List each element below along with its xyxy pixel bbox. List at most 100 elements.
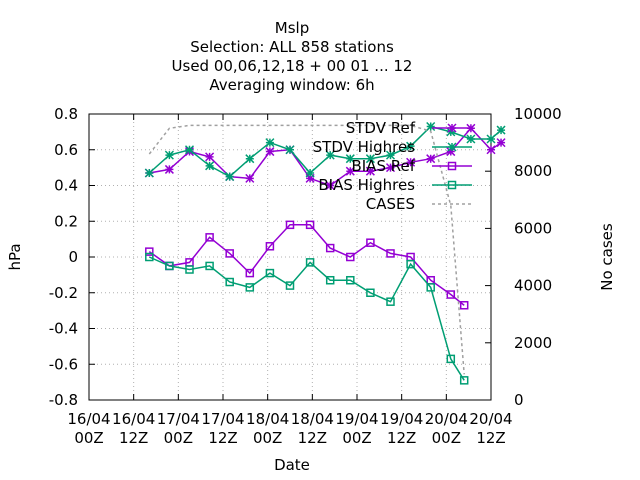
data-point-stdv-ref [325, 180, 335, 191]
data-point-bias-ref [145, 247, 154, 256]
y-tick-label: 0.8 [54, 105, 78, 123]
y-axis-label: hPa [6, 243, 24, 270]
x-tick-label-date: 19/04 [335, 410, 378, 428]
data-series [144, 121, 506, 385]
data-point-stdv-ref [486, 145, 496, 155]
x-tick-label-date: 20/04 [425, 410, 468, 428]
data-point-stdv-highres [406, 141, 416, 151]
data-point-stdv-highres [225, 172, 235, 182]
data-point-bias-ref [325, 243, 335, 253]
data-point-stdv-ref [426, 154, 436, 164]
x-axis-label: Date [274, 456, 310, 474]
data-point-bias-ref [346, 252, 355, 262]
x-tick-label-date: 16/04 [112, 410, 155, 428]
x-tick-label-hour: 12Z [298, 429, 327, 447]
y2-tick-label: 6000 [514, 219, 552, 237]
data-point-stdv-highres [144, 168, 154, 178]
data-point-stdv-highres [164, 150, 174, 160]
y-tick-label: 0.2 [54, 212, 78, 230]
data-point-bias-highres [346, 275, 355, 285]
x-tick-label-date: 17/04 [201, 410, 244, 428]
x-tick-label-date: 17/04 [157, 410, 200, 428]
data-point-stdv-ref [385, 163, 396, 173]
data-point-stdv-ref [406, 157, 416, 167]
data-point-stdv-ref [164, 164, 174, 174]
data-point-bias-ref [205, 233, 214, 242]
data-point-stdv-highres [265, 138, 275, 148]
series-line-cases [148, 124, 465, 375]
legend-marker-stdv-highres [447, 142, 457, 152]
data-point-bias-highres [285, 281, 295, 290]
data-point-bias-ref [459, 301, 469, 310]
legend-label-bias-ref: BIAS Ref [351, 157, 415, 175]
x-tick-label-hour: 12Z [208, 429, 237, 447]
x-tick-label-date: 19/04 [380, 410, 423, 428]
data-point-bias-ref [366, 238, 375, 247]
data-point-bias-highres [245, 283, 255, 292]
data-point-stdv-highres [205, 161, 215, 171]
data-point-bias-highres [265, 268, 275, 278]
x-tick-label-hour: 12Z [119, 429, 148, 447]
data-point-bias-ref [225, 249, 234, 258]
chart-subtitle-selection: Selection: ALL 858 stations [190, 38, 394, 56]
y2-axis-label: No cases [598, 223, 616, 291]
data-point-stdv-highres [496, 125, 506, 135]
y-tick-label: -0.4 [49, 320, 78, 338]
data-point-bias-ref [265, 242, 275, 251]
chart-subtitle-used: Used 00,06,12,18 + 00 01 ... 12 [172, 57, 413, 75]
data-point-stdv-highres [245, 154, 255, 164]
x-tick-label-date: 18/04 [246, 410, 289, 428]
x-tick-label-hour: 12Z [387, 429, 416, 447]
data-point-bias-ref [386, 249, 395, 258]
chart-title-block: Mslp Selection: ALL 858 stations Used 00… [172, 19, 413, 94]
data-point-stdv-highres [365, 154, 375, 164]
y2-tick-label: 8000 [514, 162, 552, 180]
x-tick-label-date: 16/04 [67, 410, 110, 428]
data-point-bias-ref [305, 220, 315, 230]
data-point-bias-highres [459, 376, 469, 385]
data-point-bias-highres [205, 261, 214, 271]
legend-label-stdv-ref: STDV Ref [346, 119, 416, 137]
data-point-bias-highres [165, 261, 174, 271]
legend-marker-bias-highres [447, 180, 457, 190]
data-point-stdv-highres [305, 168, 315, 178]
series-line-bias-ref [148, 224, 465, 306]
data-point-stdv-highres [385, 150, 396, 160]
data-point-stdv-highres [345, 154, 355, 164]
x-tick-label-date: 20/04 [469, 410, 512, 428]
chart-subtitle-averaging: Averaging window: 6h [209, 76, 374, 94]
x-tick-label-hour: 00Z [342, 429, 371, 447]
y-tick-label: 0.6 [54, 141, 78, 159]
data-point-stdv-ref [245, 173, 255, 183]
y2-tick-label: 0 [514, 391, 524, 409]
legend-label-stdv-highres: STDV Highres [313, 138, 416, 156]
x-tick-label-hour: 00Z [74, 429, 103, 447]
series-cases [148, 124, 465, 375]
data-point-bias-ref [245, 268, 255, 278]
series-bias-highres [145, 252, 469, 385]
data-point-stdv-ref [265, 147, 275, 157]
data-point-stdv-highres [426, 121, 436, 132]
data-point-bias-highres [406, 259, 415, 269]
chart-title: Mslp [275, 19, 309, 37]
data-point-bias-ref [446, 290, 456, 299]
y2-tick-label: 10000 [514, 105, 562, 123]
x-tick-label-date: 18/04 [291, 410, 334, 428]
data-point-stdv-highres [325, 150, 335, 160]
series-stdv-highres [144, 121, 506, 182]
data-point-stdv-highres [466, 134, 476, 144]
x-tick-label-hour: 00Z [432, 429, 461, 447]
data-point-stdv-ref [205, 152, 215, 162]
data-point-stdv-ref [446, 147, 456, 157]
data-point-stdv-ref [305, 173, 315, 183]
y-tick-label: -0.2 [49, 284, 78, 302]
data-point-stdv-highres [446, 127, 456, 137]
data-point-bias-highres [366, 288, 375, 297]
x-axis-ticks: 16/0400Z16/0412Z17/0400Z17/0412Z18/0400Z… [67, 114, 513, 447]
x-tick-label-hour: 00Z [164, 429, 193, 447]
data-point-stdv-highres [486, 134, 496, 144]
data-point-bias-highres [225, 277, 234, 287]
x-tick-label-hour: 00Z [253, 429, 282, 447]
